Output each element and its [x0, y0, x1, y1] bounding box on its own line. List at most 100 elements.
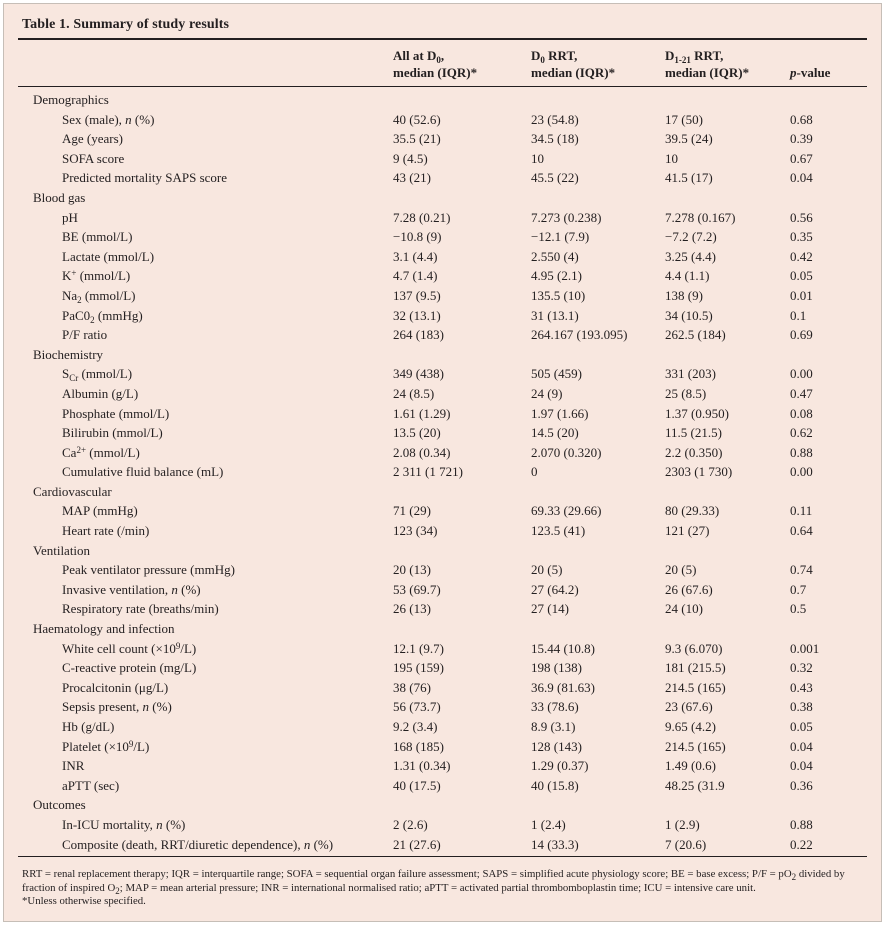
row-value: 4.4 (1.1) — [665, 268, 710, 284]
header-col-d0-rrt: D0 RRT, median (IQR)* — [531, 40, 665, 87]
row-value: 1 (2.4) — [531, 816, 566, 832]
row-value: −7.2 (7.2) — [665, 229, 717, 245]
row-value: 0.08 — [790, 405, 813, 421]
row-label: Respiratory rate (breaths/min) — [62, 601, 219, 617]
row-label: Composite (death, RRT/diuretic dependenc… — [18, 834, 393, 858]
row-value: 7 (20.6) — [665, 834, 790, 858]
row-value: 1.31 (0.34) — [393, 758, 451, 774]
section-label: Ventilation — [33, 542, 91, 558]
row-value: 214.5 (165) — [665, 738, 726, 754]
row-value: 2 (2.6) — [393, 816, 428, 832]
row-label: MAP (mmHg) — [62, 503, 138, 519]
row-value: 138 (9) — [665, 287, 703, 303]
table-row: Respiratory rate (breaths/min) 26 (13) 27 … — [18, 599, 867, 619]
row-value: 7.278 (0.167) — [665, 209, 736, 225]
row-label: aPTT (sec) — [62, 777, 120, 793]
section-label: Biochemistry — [33, 346, 104, 362]
row-value: 0.04 — [790, 170, 813, 186]
row-value: 505 (459) — [531, 366, 582, 382]
table-row: Hb (g/dL) 9.2 (3.4) 8.9 (3.1) 9.65 (4.2) 0.0… — [18, 717, 867, 737]
table-row: Sepsis present, n (%) 56 (73.7) 33 (78.6) 2… — [18, 697, 867, 717]
row-value: 3.1 (4.4) — [393, 248, 438, 264]
header-line2: median (IQR)* — [665, 65, 750, 80]
table-row: Age (years) 35.5 (21) 34.5 (18) 39.5 (24) 0.… — [18, 129, 867, 149]
row-value: 38 (76) — [393, 679, 431, 695]
row-value: 26 (13) — [393, 601, 431, 617]
row-label: Cumulative fluid balance (mL) — [62, 464, 224, 480]
row-value: 181 (215.5) — [665, 660, 726, 676]
header-line1: D1-21 RRT, — [665, 48, 724, 65]
footnote-abbreviations: RRT = renal replacement therapy; IQR = i… — [22, 868, 845, 896]
row-label: Invasive ventilation, n (%) — [62, 581, 201, 597]
row-value: 0.62 — [790, 425, 813, 441]
row-value: 27 (64.2) — [531, 581, 579, 597]
row-value: 0.1 — [790, 307, 807, 323]
row-label: In-ICU mortality, n (%) — [62, 816, 186, 832]
row-value: 1.37 (0.950) — [665, 405, 729, 421]
row-value: 214.5 (165) — [665, 679, 726, 695]
footnote-asterisk: *Unless otherwise specified. — [22, 895, 146, 908]
row-value: 0.74 — [790, 562, 813, 578]
row-value: 14.5 (20) — [531, 425, 579, 441]
row-label: White cell count (×109/L) — [62, 640, 197, 656]
row-value: 0.04 — [790, 758, 813, 774]
row-value: 3.25 (4.4) — [665, 248, 716, 264]
table-row: Phosphate (mmol/L) 1.61 (1.29) 1.97 (1.66)… — [18, 404, 867, 424]
row-value: −12.1 (7.9) — [531, 229, 590, 245]
table-row: In-ICU mortality, n (%) 2 (2.6) 1 (2.4) 1 (… — [18, 815, 867, 835]
row-value: 0.39 — [790, 131, 813, 147]
row-value: 53 (69.7) — [393, 581, 441, 597]
row-value: 40 (52.6) — [393, 111, 441, 127]
row-value: 0.56 — [790, 209, 813, 225]
table-row: Sex (male), n (%) 40 (52.6) 23 (54.8) 17 (5… — [18, 110, 867, 130]
row-value: 1.29 (0.37) — [531, 758, 589, 774]
row-value: 24 (10) — [665, 601, 703, 617]
row-value: 36.9 (81.63) — [531, 679, 595, 695]
row-value: 2.070 (0.320) — [531, 444, 602, 460]
section-row: Cardiovascular — [18, 482, 867, 502]
table-row: Heart rate (/min) 123 (34) 123.5 (41) 121 (… — [18, 521, 867, 541]
row-value: 0.5 — [790, 601, 807, 617]
row-value: 48.25 (31.9 — [665, 777, 725, 793]
row-value: 9 (4.5) — [393, 150, 428, 166]
header-line2: median (IQR)* — [531, 65, 616, 80]
table-row: SOFA score 9 (4.5) 10 10 0.67 — [18, 149, 867, 169]
row-value: 14 (33.3) — [531, 834, 665, 858]
section-label: Blood gas — [33, 189, 86, 205]
table-row: Lactate (mmol/L) 3.1 (4.4) 2.550 (4) 3.25 (… — [18, 247, 867, 267]
table-row: Na2 (mmol/L) 137 (9.5) 135.5 (10) 138 (9) 0.… — [18, 286, 867, 306]
row-value: 0.7 — [790, 581, 807, 597]
row-value: 26 (67.6) — [665, 581, 713, 597]
row-value: 80 (29.33) — [665, 503, 720, 519]
table-row: pH 7.28 (0.21) 7.273 (0.238) 7.278 (0.167) 0… — [18, 208, 867, 228]
row-value: 0.32 — [790, 660, 813, 676]
row-value: 69.33 (29.66) — [531, 503, 602, 519]
row-value: 0.01 — [790, 287, 813, 303]
header-line2: median (IQR)* — [393, 65, 478, 80]
table-row: Composite (death, RRT/diuretic dependenc… — [18, 834, 867, 858]
row-label: SCr (mmol/L) — [62, 366, 133, 384]
row-value: 43 (21) — [393, 170, 431, 186]
section-label: Haematology and infection — [33, 621, 175, 637]
row-value: 33 (78.6) — [531, 699, 579, 715]
section-row: Haematology and infection — [18, 619, 867, 639]
row-value: 39.5 (24) — [665, 131, 713, 147]
row-value: 7.273 (0.238) — [531, 209, 602, 225]
row-value: 0.04 — [790, 738, 813, 754]
row-value: 40 (17.5) — [393, 777, 441, 793]
row-value: 17 (50) — [665, 111, 703, 127]
header-line1 — [790, 47, 867, 64]
row-value: 7.28 (0.21) — [393, 209, 451, 225]
summary-table: All at D0, median (IQR)* D0 RRT, median … — [18, 40, 867, 858]
row-value: 168 (185) — [393, 738, 444, 754]
row-value: 349 (438) — [393, 366, 444, 382]
table-row: Cumulative fluid balance (mL) 2 311 (1 72… — [18, 462, 867, 482]
row-value: 135.5 (10) — [531, 287, 586, 303]
row-value: 34.5 (18) — [531, 131, 579, 147]
row-value: 10 — [531, 150, 544, 166]
row-value: 2.2 (0.350) — [665, 444, 723, 460]
row-value: 262.5 (184) — [665, 327, 726, 343]
row-value: 21 (27.6) — [393, 834, 531, 858]
row-label: Peak ventilator pressure (mmHg) — [62, 562, 235, 578]
table-row: INR 1.31 (0.34) 1.29 (0.37) 1.49 (0.6) 0.04 — [18, 756, 867, 776]
